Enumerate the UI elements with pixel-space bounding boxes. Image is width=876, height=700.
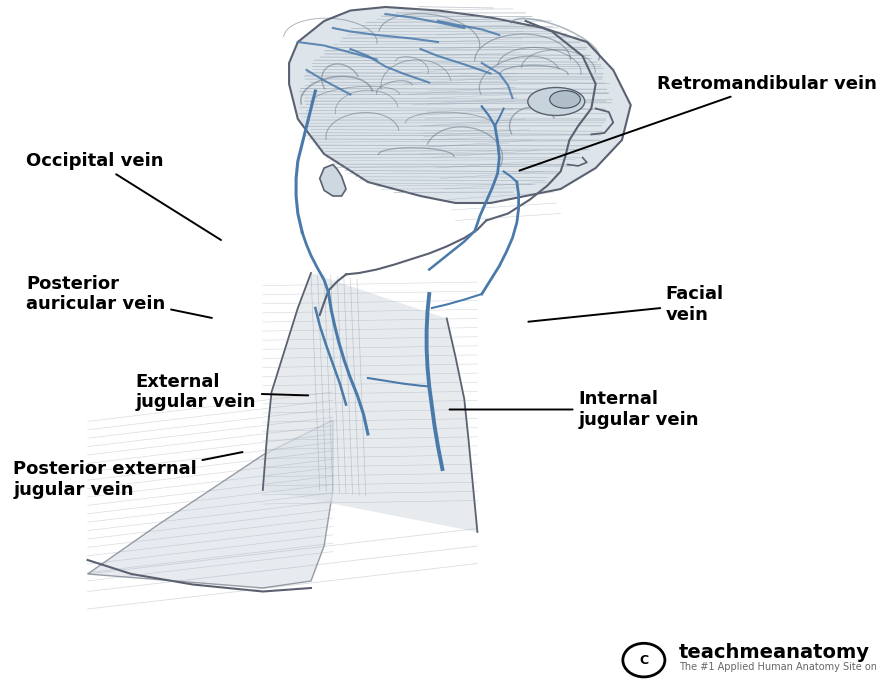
Polygon shape [289,7,631,203]
Text: Facial
vein: Facial vein [528,285,724,324]
Text: External
jugular vein: External jugular vein [136,372,308,412]
Text: Posterior external
jugular vein: Posterior external jugular vein [13,452,243,499]
Text: Internal
jugular vein: Internal jugular vein [449,390,699,429]
Text: Occipital vein: Occipital vein [26,152,221,240]
Ellipse shape [527,88,585,116]
Text: C: C [639,654,648,666]
Ellipse shape [550,90,580,108]
Text: Retromandibular vein: Retromandibular vein [519,75,876,171]
Polygon shape [263,273,477,532]
Text: Posterior
auricular vein: Posterior auricular vein [26,274,212,318]
Text: teachmeanatomy: teachmeanatomy [679,643,870,662]
Polygon shape [88,420,333,588]
Text: The #1 Applied Human Anatomy Site on the Web.: The #1 Applied Human Anatomy Site on the… [679,662,876,672]
Polygon shape [320,164,346,196]
